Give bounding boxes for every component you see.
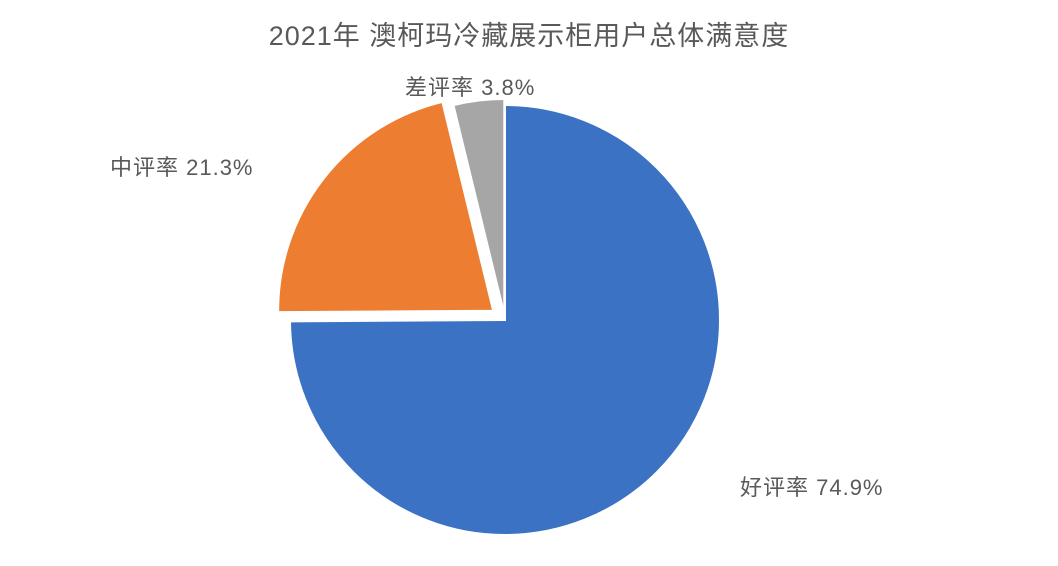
slice-label-1: 中评率 21.3%: [110, 150, 254, 182]
slice-label-2: 差评率 3.8%: [405, 70, 535, 102]
pie-chart: 2021年 澳柯玛冷藏展示柜用户总体满意度 好评率 74.9% 中评率 21.3…: [0, 0, 1058, 566]
slice-label-0: 好评率 74.9%: [740, 470, 884, 502]
